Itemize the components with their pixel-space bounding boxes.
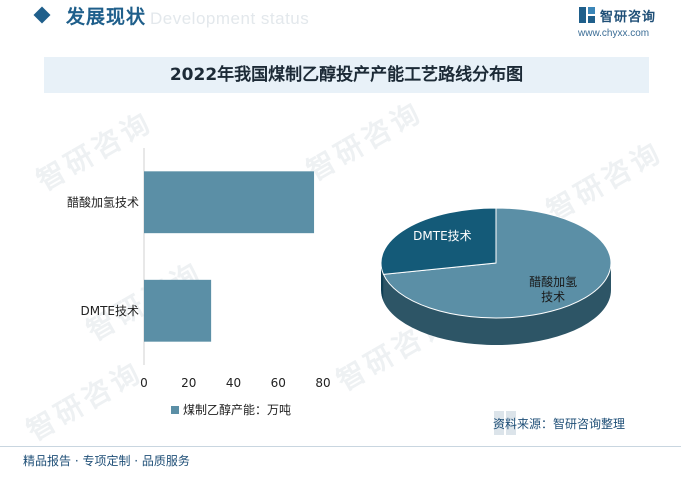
pie-slice-side — [381, 263, 384, 302]
chart-title: 2022年我国煤制乙醇投产产能工艺路线分布图 — [169, 65, 524, 85]
brand-logo: 智研咨询 www.chyxx.com — [578, 6, 678, 42]
bar — [144, 171, 315, 234]
category-label: DMTE技术 — [80, 304, 139, 318]
x-tick-label: 20 — [181, 376, 196, 390]
x-tick-label: 40 — [226, 376, 241, 390]
logo-url: www.chyxx.com — [578, 28, 650, 39]
category-label: 醋酸加氢技术 — [67, 194, 139, 209]
pie-label: DMTE技术 — [413, 229, 472, 243]
page-header: Development status 发展现状 智研咨询 www.chyxx.c… — [0, 0, 681, 40]
source-logo-icon — [494, 411, 516, 435]
x-tick-label: 0 — [140, 376, 148, 390]
logo-name: 智研咨询 — [600, 10, 657, 25]
section-subtitle: Development status — [150, 9, 310, 28]
legend-swatch — [171, 406, 179, 414]
x-tick-label: 60 — [271, 376, 286, 390]
source-text: 资料来源：智研咨询整理 — [493, 417, 626, 431]
logo-mark-icon — [579, 7, 595, 23]
pie-slice — [380, 207, 497, 275]
pie-slice-side — [383, 263, 611, 345]
pie-label: 醋酸加氢技术 — [529, 274, 577, 304]
footer-divider — [0, 446, 681, 447]
bar — [144, 279, 212, 342]
footer-text: 精品报告 · 专项定制 · 品质服务 — [23, 454, 190, 468]
legend-label: 煤制乙醇产能：万吨 — [183, 402, 291, 417]
x-tick-label: 80 — [315, 376, 330, 390]
title-band — [44, 57, 649, 93]
pie-slice — [382, 207, 612, 319]
section-title: 发展现状 — [66, 6, 147, 28]
